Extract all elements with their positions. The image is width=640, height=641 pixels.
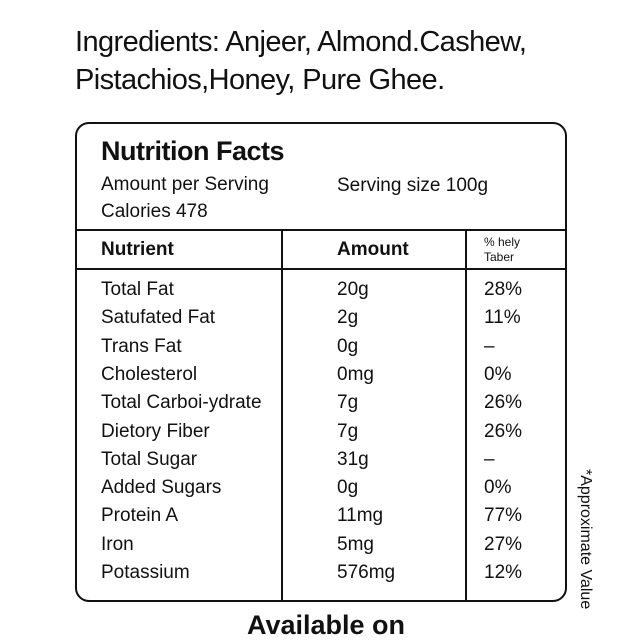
column-header: Nutrient	[101, 239, 174, 260]
column-header: % hely	[484, 235, 521, 249]
nutrition-label: Nutrition Facts Amount per Serving Servi…	[75, 122, 567, 602]
nutrient-amount: 5mg	[337, 533, 374, 555]
nutrient-percent: 11%	[484, 307, 521, 329]
amount-per-serving: Amount per Serving	[101, 174, 269, 195]
nutrient-amount: 7g	[337, 420, 359, 442]
nutrient-percent: 28%	[484, 279, 523, 300]
nutrient-name: Total Fat	[101, 279, 174, 300]
nutrient-percent: 77%	[484, 505, 523, 527]
nutrient-percent: 27%	[484, 533, 523, 555]
nutrient-name: Cholesterol	[101, 363, 198, 385]
nutrient-percent: 26%	[484, 392, 523, 414]
label-title: Nutrition Facts	[101, 136, 285, 166]
nutrient-percent: –	[484, 335, 495, 357]
nutrient-name: Satufated Fat	[101, 307, 216, 329]
ingredients-line: Pistachios,Honey, Pure Ghee.	[75, 64, 445, 96]
nutrient-name: Potassium	[101, 562, 190, 583]
column-header: Taber	[484, 250, 515, 264]
nutrient-percent: 0%	[484, 363, 512, 385]
nutrient-name: Iron	[101, 533, 134, 555]
nutrient-name: Dietory Fiber	[101, 420, 210, 442]
nutrient-amount: 31g	[337, 448, 369, 470]
nutrient-name: Protein A	[101, 505, 179, 527]
nutrient-percent: –	[484, 448, 495, 470]
nutrient-name: Trans Fat	[101, 335, 182, 357]
serving-size: Serving size 100g	[337, 175, 489, 196]
nutrient-amount: 0g	[337, 335, 359, 357]
nutrient-amount: 2g	[337, 307, 359, 329]
nutrient-amount: 0mg	[337, 363, 374, 385]
column-header: Amount	[337, 239, 409, 260]
nutrient-amount: 20g	[337, 279, 369, 300]
nutrient-percent: 26%	[484, 420, 523, 442]
divider	[77, 268, 565, 270]
nutrient-amount: 0g	[337, 477, 359, 499]
column-divider	[465, 229, 467, 600]
nutrient-name: Total Sugar	[101, 448, 198, 470]
nutrient-percent: 0%	[484, 477, 512, 499]
divider	[77, 229, 565, 231]
column-divider	[281, 229, 283, 600]
nutrient-amount: 7g	[337, 392, 359, 414]
calories: Calories 478	[101, 201, 208, 222]
nutrient-name: Total Carboi-ydrate	[101, 392, 262, 414]
nutrient-name: Added Sugars	[101, 477, 222, 499]
nutrient-percent: 12%	[484, 562, 523, 583]
ingredients-line: Ingredients: Anjeer, Almond.Cashew,	[75, 26, 527, 58]
nutrient-amount: 11mg	[337, 505, 384, 527]
nutrient-amount: 576mg	[337, 562, 396, 583]
footer: Available on	[246, 610, 406, 640]
